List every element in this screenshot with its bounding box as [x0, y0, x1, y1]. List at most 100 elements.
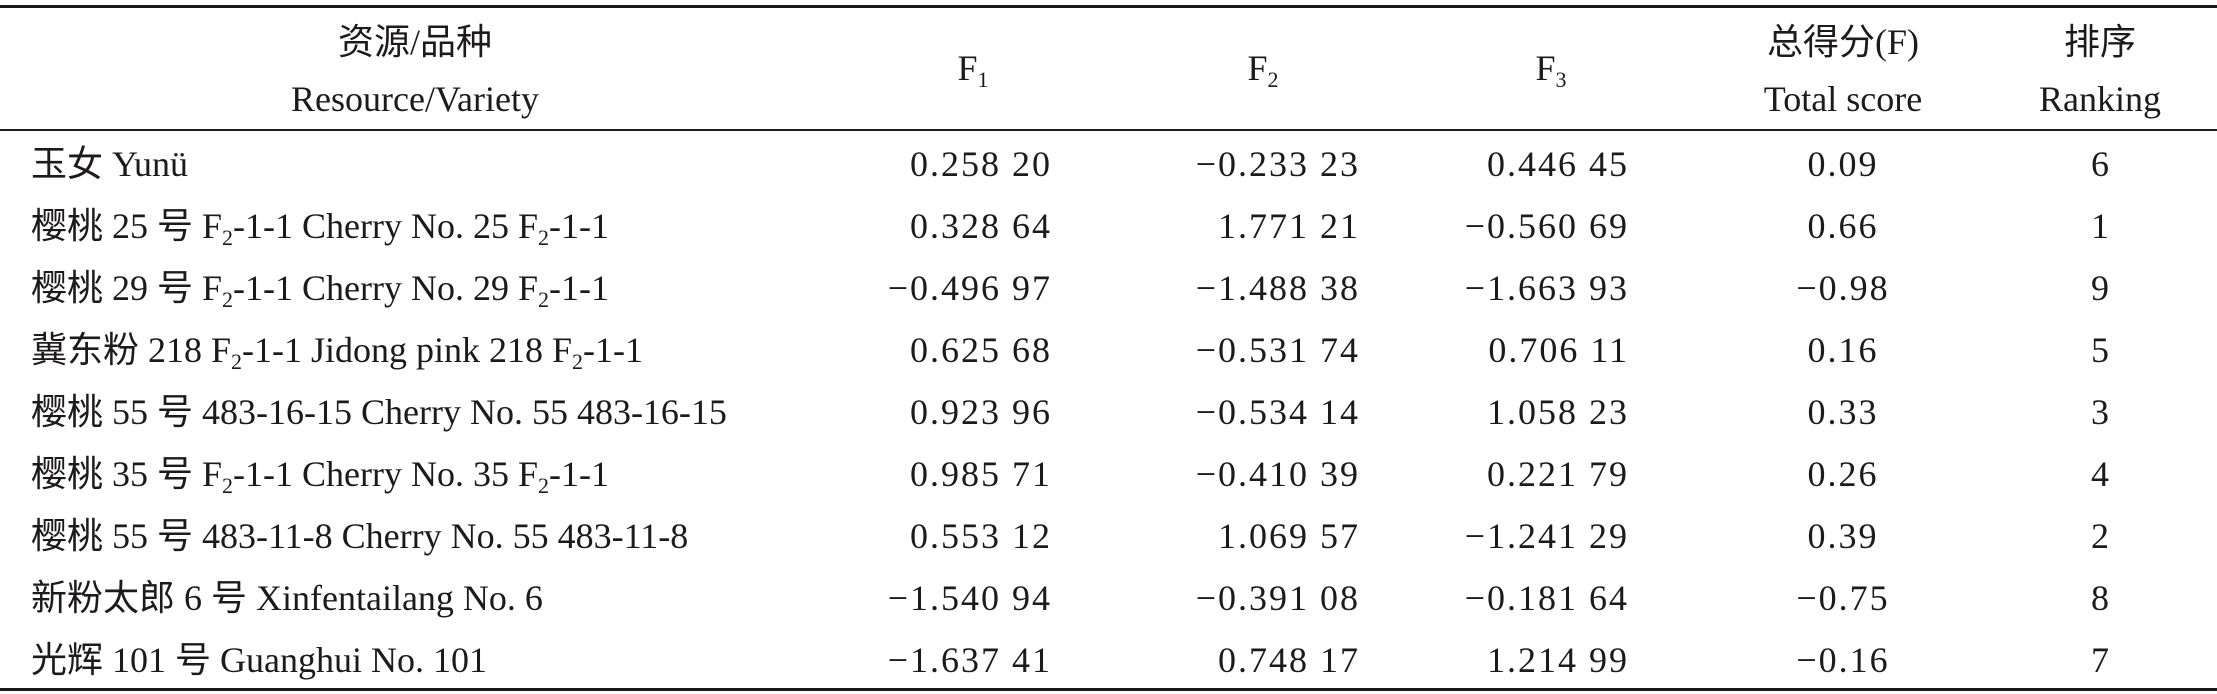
table-row: 玉女 Yunü 0.258 20 −0.233 23 0.446 45 0.09 6: [0, 133, 2217, 195]
cell-variety: 玉女 Yunü: [31, 133, 188, 195]
variety-text: -1-1: [549, 268, 609, 308]
table-row: 冀东粉 218 F2-1-1 Jidong pink 218 F2-1-1 0.6…: [0, 319, 2217, 381]
variety-text: 新粉太郎 6 号 Xinfentailang No. 6: [31, 578, 543, 618]
table-row: 樱桃 29 号 F2-1-1 Cherry No. 29 F2-1-1 −0.49…: [0, 257, 2217, 319]
variety-text: 樱桃 55 号 483-16-15 Cherry No. 55 483-16-1…: [31, 392, 727, 432]
header-f3-main: F: [1535, 48, 1556, 88]
variety-subscript: 2: [538, 225, 549, 250]
table-row: 光辉 101 号 Guanghui No. 101 −1.637 41 0.748 …: [0, 629, 2217, 691]
header-rank-en: Ranking: [2039, 79, 2161, 119]
cell-f1: 0.985 71: [910, 454, 1052, 494]
variety-text: -1-1 Cherry No. 35 F: [233, 454, 538, 494]
cell-variety: 冀东粉 218 F2-1-1 Jidong pink 218 F2-1-1: [31, 319, 643, 381]
variety-text: -1-1 Jidong pink 218 F: [242, 330, 573, 370]
variety-text: -1-1 Cherry No. 29 F: [233, 268, 538, 308]
header-f1-main: F: [957, 48, 978, 88]
cell-total-score: 0.39: [1807, 516, 1879, 556]
cell-f1: −1.540 94: [887, 578, 1052, 618]
cell-f3: 0.446 45: [1487, 144, 1629, 184]
variety-text: -1-1: [583, 330, 644, 370]
header-total-en: Total score: [1763, 79, 1923, 119]
variety-text: 樱桃 25 号 F: [31, 206, 223, 246]
cell-variety: 樱桃 35 号 F2-1-1 Cherry No. 35 F2-1-1: [31, 443, 609, 505]
cell-ranking: 4: [2091, 454, 2109, 494]
variety-subscript: 2: [572, 349, 584, 374]
header-variety-zh: 资源/品种: [337, 22, 493, 62]
table-row: 樱桃 25 号 F2-1-1 Cherry No. 25 F2-1-1 0.328…: [0, 195, 2217, 257]
cell-variety: 樱桃 29 号 F2-1-1 Cherry No. 29 F2-1-1: [31, 257, 609, 319]
variety-subscript: 2: [222, 225, 234, 250]
cell-ranking: 2: [2091, 516, 2109, 556]
header-f3-sub: 3: [1555, 67, 1567, 92]
header-f2: F2: [1247, 40, 1278, 96]
cell-ranking: 8: [2091, 578, 2109, 618]
variety-subscript: 2: [222, 473, 234, 498]
cell-variety: 光辉 101 号 Guanghui No. 101: [31, 629, 487, 691]
table-top-rule: [0, 5, 2217, 8]
cell-f1: 0.625 68: [910, 330, 1052, 370]
variety-text: -1-1: [549, 206, 609, 246]
header-f2-main: F: [1247, 48, 1268, 88]
cell-f2: −0.391 08: [1195, 578, 1360, 618]
cell-total-score: −0.75: [1796, 578, 1890, 618]
cell-ranking: 3: [2091, 392, 2109, 432]
table-row: 樱桃 55 号 483-16-15 Cherry No. 55 483-16-1…: [0, 381, 2217, 443]
cell-variety: 樱桃 55 号 483-11-8 Cherry No. 55 483-11-8: [31, 505, 688, 567]
variety-text: 樱桃 29 号 F: [31, 268, 223, 308]
cell-ranking: 5: [2091, 330, 2109, 370]
cell-f1: 0.923 96: [910, 392, 1052, 432]
variety-text: 樱桃 35 号 F: [31, 454, 223, 494]
cell-f1: −0.496 97: [887, 268, 1052, 308]
table-bottom-rule: [0, 688, 2217, 691]
cell-variety: 樱桃 55 号 483-16-15 Cherry No. 55 483-16-1…: [31, 381, 727, 443]
variety-subscript: 2: [222, 287, 234, 312]
cell-variety: 新粉太郎 6 号 Xinfentailang No. 6: [31, 567, 543, 629]
variety-text: 光辉 101 号 Guanghui No. 101: [31, 640, 487, 680]
cell-f3: 0.706 11: [1488, 330, 1629, 370]
cell-f3: −1.241 29: [1464, 516, 1629, 556]
variety-subscript: 2: [231, 349, 243, 374]
cell-ranking: 6: [2091, 144, 2109, 184]
header-f3: F3: [1535, 40, 1566, 96]
header-variety-en: Resource/Variety: [291, 79, 539, 119]
cell-total-score: 0.33: [1807, 392, 1879, 432]
cell-f2: −1.488 38: [1195, 268, 1360, 308]
table-row: 樱桃 55 号 483-11-8 Cherry No. 55 483-11-8 0…: [0, 505, 2217, 567]
header-total-zh: 总得分(F): [1767, 22, 1919, 62]
variety-text: -1-1: [549, 454, 609, 494]
cell-total-score: 0.16: [1807, 330, 1879, 370]
cell-total-score: −0.16: [1796, 640, 1890, 680]
cell-total-score: −0.98: [1796, 268, 1890, 308]
header-f2-sub: 2: [1267, 67, 1279, 92]
table-body: 玉女 Yunü 0.258 20 −0.233 23 0.446 45 0.09 6 樱桃 …: [0, 133, 2217, 688]
cell-ranking: 1: [2091, 206, 2109, 246]
cell-f3: 1.058 23: [1487, 392, 1629, 432]
cell-f2: 1.069 57: [1218, 516, 1360, 556]
cell-total-score: 0.26: [1807, 454, 1879, 494]
cell-f2: 1.771 21: [1218, 206, 1360, 246]
cell-f3: 1.214 99: [1487, 640, 1629, 680]
variety-text: 樱桃 55 号 483-11-8 Cherry No. 55 483-11-8: [31, 516, 689, 556]
cell-f2: −0.531 74: [1195, 330, 1360, 370]
cell-f3: −0.181 64: [1464, 578, 1629, 618]
cell-ranking: 9: [2091, 268, 2109, 308]
cell-total-score: 0.66: [1807, 206, 1879, 246]
variety-subscript: 2: [538, 287, 549, 312]
cell-total-score: 0.09: [1807, 144, 1879, 184]
cell-f2: −0.534 14: [1195, 392, 1360, 432]
cell-f2: −0.410 39: [1195, 454, 1360, 494]
table-row: 新粉太郎 6 号 Xinfentailang No. 6 −1.540 94 −0.…: [0, 567, 2217, 629]
header-f1-sub: 1: [977, 67, 989, 92]
variety-text: -1-1 Cherry No. 25 F: [233, 206, 538, 246]
cell-f2: −0.233 23: [1195, 144, 1360, 184]
table-header-rule: [0, 129, 2217, 131]
cell-f3: 0.221 79: [1487, 454, 1629, 494]
cell-ranking: 7: [2091, 640, 2109, 680]
cell-f2: 0.748 17: [1218, 640, 1360, 680]
cell-f1: 0.258 20: [910, 144, 1052, 184]
cell-f1: 0.553 12: [910, 516, 1052, 556]
variety-subscript: 2: [538, 473, 549, 498]
variety-text: 玉女 Yunü: [31, 144, 189, 184]
variety-text: 冀东粉 218 F: [31, 330, 232, 370]
cell-f1: 0.328 64: [910, 206, 1052, 246]
